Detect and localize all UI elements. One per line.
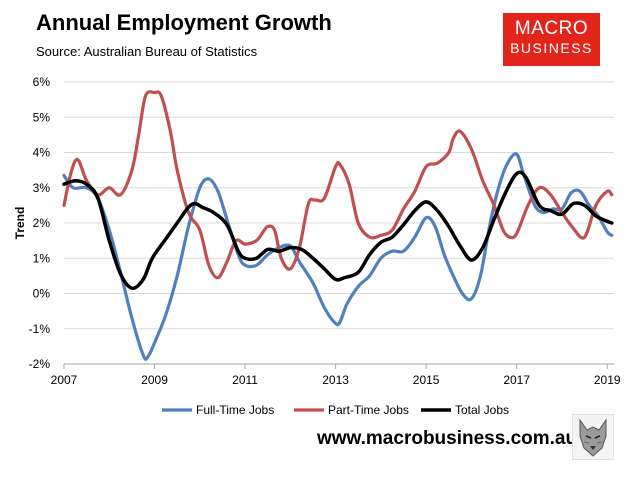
y-tick-label: -1% xyxy=(29,322,51,336)
y-axis-title: Trend xyxy=(13,207,27,240)
logo-line1: MACRO xyxy=(514,18,589,39)
y-tick-label: 2% xyxy=(33,216,51,230)
x-tick-label: 2013 xyxy=(322,373,349,387)
y-tick-label: 5% xyxy=(33,110,51,124)
x-tick-label: 2019 xyxy=(594,373,621,387)
x-tick-label: 2015 xyxy=(413,373,440,387)
legend-label-total-jobs: Total Jobs xyxy=(455,403,509,417)
y-tick-label: 1% xyxy=(33,251,51,265)
x-tick-label: 2007 xyxy=(51,373,78,387)
x-tick-label: 2009 xyxy=(141,373,168,387)
logo-line2: BUSINESS xyxy=(510,40,593,56)
x-tick-label: 2017 xyxy=(503,373,530,387)
series-line-part-time-jobs xyxy=(62,90,614,280)
y-tick-label: 3% xyxy=(33,181,51,195)
macrobusiness-logo: MACRO BUSINESS xyxy=(503,13,600,66)
legend-label-part-time-jobs: Part-Time Jobs xyxy=(328,403,409,417)
y-tick-label: 0% xyxy=(33,287,51,301)
x-tick-label: 2011 xyxy=(232,373,258,387)
chart-source: Source: Australian Bureau of Statistics xyxy=(36,44,258,59)
series-line-total-jobs xyxy=(62,170,614,291)
y-tick-label: 4% xyxy=(33,146,51,160)
y-tick-label: -2% xyxy=(29,357,51,371)
wolf-mascot-icon xyxy=(572,414,614,460)
y-tick-label: 6% xyxy=(33,75,51,89)
website-footer: www.macrobusiness.com.au xyxy=(317,428,578,449)
legend-label-full-time-jobs: Full-Time Jobs xyxy=(196,403,274,417)
chart-title: Annual Employment Growth xyxy=(36,10,332,35)
